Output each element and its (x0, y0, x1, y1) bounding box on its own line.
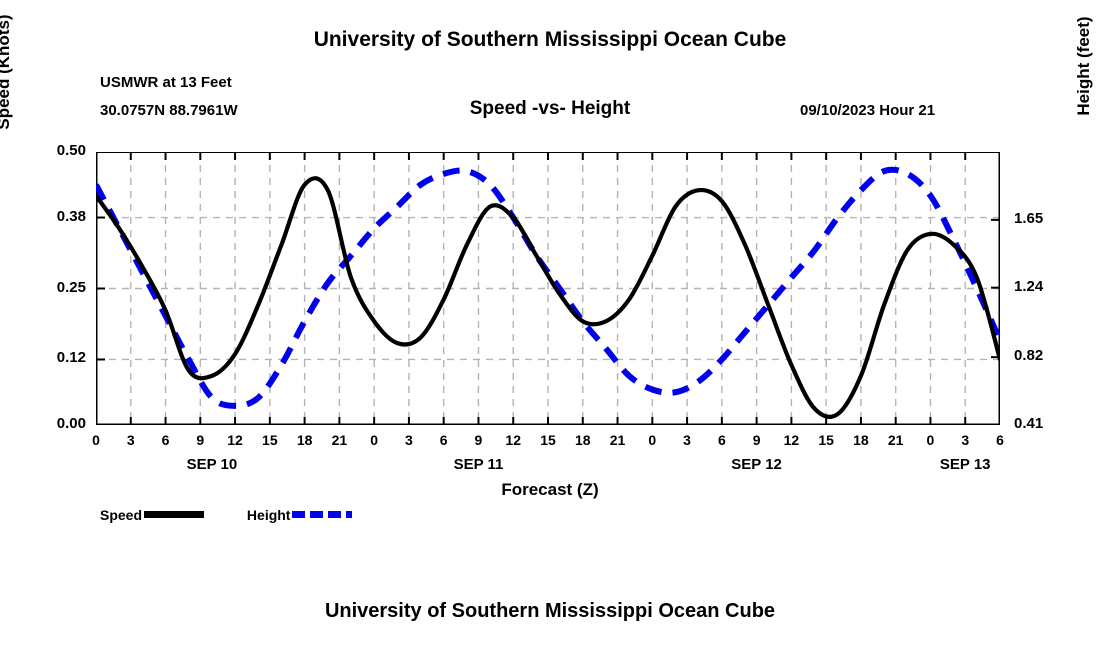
x-axis-tick-label: 21 (331, 432, 348, 448)
legend: Speed Height (100, 506, 353, 526)
x-axis-tick-label: 3 (126, 432, 135, 448)
x-axis-tick-label: 15 (262, 432, 278, 448)
plot-svg (96, 152, 1000, 425)
x-axis-tick-label: 21 (609, 432, 626, 448)
legend-swatch-speed-line (144, 511, 205, 519)
y-axis-left-tick-label: 0.50 (56, 142, 86, 159)
series-line-speed (96, 176, 1000, 420)
x-axis-tick-label: 3 (405, 432, 413, 448)
x-axis-tick-label: 18 (296, 432, 313, 448)
y-axis-left-tick-label: 0.38 (56, 207, 86, 225)
x-axis-tick-label: 0 (648, 432, 657, 448)
x-axis-tick-label: 12 (505, 432, 521, 448)
x-axis-tick-label: 9 (474, 432, 483, 448)
x-axis-tick-label: 9 (752, 432, 761, 448)
x-axis-tick-label: 18 (574, 432, 591, 448)
x-axis-day-label: SEP 11 (453, 456, 504, 473)
x-axis-tick-label: 18 (853, 432, 869, 448)
y-axis-left-tick-label: 0.12 (56, 349, 86, 367)
footer-title: University of Southern Mississippi Ocean… (324, 600, 776, 622)
legend-label-speed: Speed (100, 506, 143, 523)
legend-item-height: Height (247, 506, 353, 524)
legend-swatch-height-line (292, 511, 353, 519)
x-axis-title: Forecast (Z) (501, 480, 599, 499)
x-axis-tick-label: 9 (196, 432, 205, 448)
coordinates-label: 30.0757N 88.7961W (100, 102, 238, 119)
page-title: University of Southern Mississippi Ocean… (313, 28, 787, 51)
legend-item-speed: Speed (100, 506, 205, 524)
x-axis-tick-label: 12 (227, 432, 243, 448)
x-axis-tick-label: 6 (439, 432, 448, 448)
chart-subtitle: Speed -vs- Height (469, 98, 631, 119)
run-timestamp: 09/10/2023 Hour 21 (800, 102, 936, 119)
y-axis-right-tick-label: 1.65 (1014, 209, 1044, 227)
y-axis-right-title: Height (feet) (1074, 16, 1093, 116)
y-axis-right-tick-label: 1.24 (1014, 277, 1044, 295)
y-axis-left-title: Speed (Knots) (0, 14, 13, 130)
x-axis-tick-label: 6 (717, 432, 726, 448)
plot-area (96, 152, 1000, 425)
x-axis-tick-label: 15 (540, 432, 556, 448)
x-axis-tick-label: 3 (961, 432, 970, 448)
x-axis-tick-label: 6 (996, 432, 1004, 448)
x-axis-day-label: SEP 13 (939, 456, 991, 473)
x-axis-tick-label: 0 (926, 432, 935, 448)
station-label: USMWR at 13 Feet (100, 74, 232, 91)
legend-label-height: Height (246, 506, 291, 523)
x-axis-day-label: SEP 12 (731, 456, 782, 473)
x-axis-tick-label: 15 (818, 432, 834, 448)
x-axis-tick-label: 12 (783, 432, 800, 448)
y-axis-left-tick-label: 0.00 (56, 415, 86, 432)
x-axis-tick-label: 21 (887, 432, 904, 448)
x-axis-tick-label: 3 (683, 432, 691, 448)
y-axis-left-tick-label: 0.25 (56, 278, 86, 296)
x-axis-tick-label: 6 (161, 432, 170, 448)
y-axis-right-tick-label: 0.41 (1014, 415, 1044, 432)
x-axis-tick-label: 0 (92, 432, 100, 448)
x-axis-day-label: SEP 10 (186, 456, 238, 473)
x-axis-tick-label: 0 (370, 432, 379, 448)
y-axis-right-tick-label: 0.82 (1014, 347, 1044, 365)
